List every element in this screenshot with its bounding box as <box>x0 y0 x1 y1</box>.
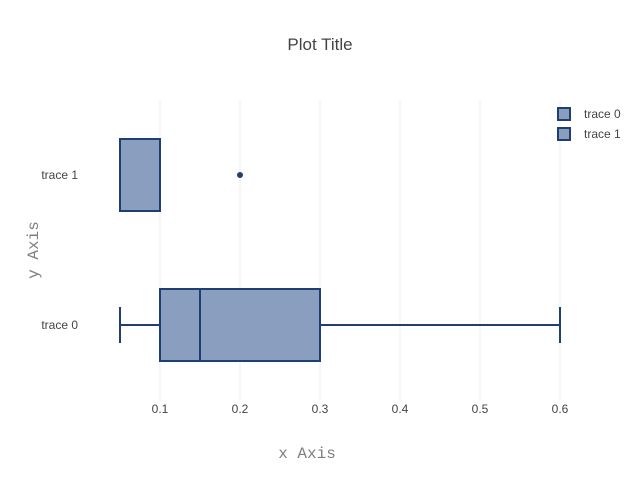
axis-layer: 0.1 0.2 0.3 0.4 0.5 0.6 trace 0 trace 1 <box>41 168 568 416</box>
x-axis-title: x Axis <box>278 445 336 463</box>
legend-item-0[interactable]: trace 0 <box>557 107 621 121</box>
x-tick-label: 0.5 <box>472 402 489 416</box>
x-tick-label: 0.1 <box>152 402 169 416</box>
outlier-point <box>237 172 243 178</box>
plot-layer <box>119 138 561 362</box>
legend-label: trace 1 <box>584 127 621 141</box>
box-iqr <box>119 138 161 212</box>
x-tick-label: 0.2 <box>232 402 249 416</box>
legend-label: trace 0 <box>584 107 621 121</box>
x-tick-label: 0.6 <box>552 402 569 416</box>
legend-swatch <box>557 107 571 121</box>
y-tick-label: trace 1 <box>41 168 78 182</box>
x-tick-label: 0.3 <box>312 402 329 416</box>
legend: trace 0 trace 1 <box>557 107 621 141</box>
y-tick-label: trace 0 <box>41 318 78 332</box>
legend-swatch <box>557 127 571 141</box>
chart-title: Plot Title <box>287 35 352 54</box>
box-trace-1 <box>119 138 243 212</box>
box-iqr <box>159 288 321 362</box>
box-trace-0 <box>119 288 561 362</box>
legend-item-1[interactable]: trace 1 <box>557 127 621 141</box>
x-tick-label: 0.4 <box>392 402 409 416</box>
y-axis-title: y Axis <box>25 221 43 279</box>
